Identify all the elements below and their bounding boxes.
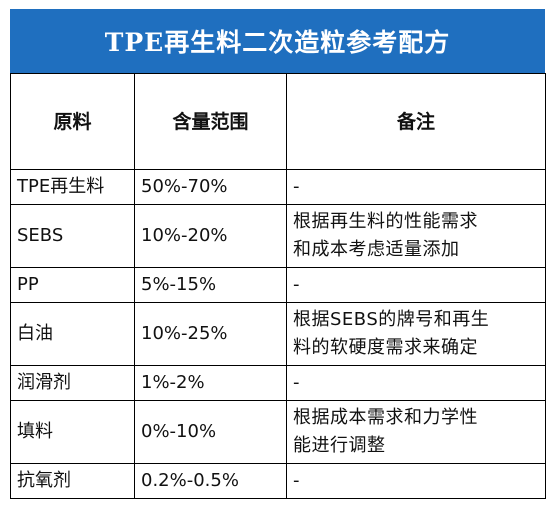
range-cell: 10%-20% (134, 204, 287, 268)
header-note: 备注 (286, 73, 546, 170)
table-row: 抗氧剂 0.2%-0.5% - (10, 463, 546, 499)
formula-table: 原料 含量范围 备注 TPE再生料 50%-70% - SEBS 10%-20%… (10, 73, 546, 499)
table-row: SEBS 10%-20% 根据再生料的性能需求 和成本考虑适量添加 (10, 204, 546, 268)
material-cell: 白油 (10, 302, 135, 366)
header-material: 原料 (10, 73, 135, 170)
note-cell: 根据再生料的性能需求 和成本考虑适量添加 (286, 204, 546, 268)
material-cell: 润滑剂 (10, 365, 135, 401)
range-cell: 0%-10% (134, 400, 287, 464)
note-cell: - (286, 169, 546, 205)
material-cell: 抗氧剂 (10, 463, 135, 499)
note-cell: - (286, 365, 546, 401)
table-row: TPE再生料 50%-70% - (10, 169, 546, 205)
table-row: PP 5%-15% - (10, 267, 546, 303)
material-cell: 填料 (10, 400, 135, 464)
note-cell: 根据SEBS的牌号和再生 料的软硬度需求来确定 (286, 302, 546, 366)
formula-table-card: TPE再生料二次造粒参考配方 原料 含量范围 备注 TPE再生料 50%-70%… (10, 9, 546, 499)
range-cell: 1%-2% (134, 365, 287, 401)
header-range: 含量范围 (134, 73, 287, 170)
table-row: 填料 0%-10% 根据成本需求和力学性 能进行调整 (10, 400, 546, 464)
table-row: 白油 10%-25% 根据SEBS的牌号和再生 料的软硬度需求来确定 (10, 302, 546, 366)
range-cell: 10%-25% (134, 302, 287, 366)
range-cell: 0.2%-0.5% (134, 463, 287, 499)
material-cell: TPE再生料 (10, 169, 135, 205)
table-title: TPE再生料二次造粒参考配方 (10, 9, 545, 73)
material-cell: PP (10, 267, 135, 303)
note-cell: 根据成本需求和力学性 能进行调整 (286, 400, 546, 464)
note-cell: - (286, 267, 546, 303)
note-cell: - (286, 463, 546, 499)
table-row: 润滑剂 1%-2% - (10, 365, 546, 401)
material-cell: SEBS (10, 204, 135, 268)
header-row: 原料 含量范围 备注 (10, 73, 546, 170)
range-cell: 5%-15% (134, 267, 287, 303)
range-cell: 50%-70% (134, 169, 287, 205)
